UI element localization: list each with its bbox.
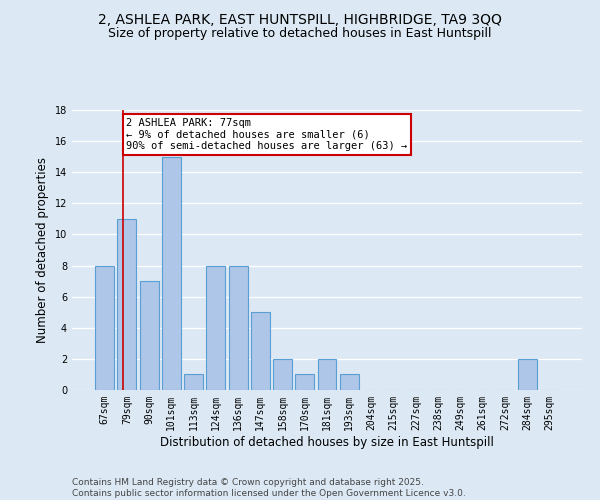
X-axis label: Distribution of detached houses by size in East Huntspill: Distribution of detached houses by size …: [160, 436, 494, 448]
Bar: [251, 312, 270, 390]
Bar: [140, 281, 158, 390]
Bar: [184, 374, 203, 390]
Bar: [295, 374, 314, 390]
Y-axis label: Number of detached properties: Number of detached properties: [36, 157, 49, 343]
Text: Contains HM Land Registry data © Crown copyright and database right 2025.
Contai: Contains HM Land Registry data © Crown c…: [72, 478, 466, 498]
Bar: [162, 156, 181, 390]
Text: 2, ASHLEA PARK, EAST HUNTSPILL, HIGHBRIDGE, TA9 3QQ: 2, ASHLEA PARK, EAST HUNTSPILL, HIGHBRID…: [98, 12, 502, 26]
Bar: [340, 374, 359, 390]
Bar: [273, 359, 292, 390]
Text: 2 ASHLEA PARK: 77sqm
← 9% of detached houses are smaller (6)
90% of semi-detache: 2 ASHLEA PARK: 77sqm ← 9% of detached ho…: [127, 118, 408, 151]
Bar: [206, 266, 225, 390]
Bar: [518, 359, 536, 390]
Bar: [118, 219, 136, 390]
Bar: [95, 266, 114, 390]
Text: Size of property relative to detached houses in East Huntspill: Size of property relative to detached ho…: [108, 28, 492, 40]
Bar: [229, 266, 248, 390]
Bar: [317, 359, 337, 390]
